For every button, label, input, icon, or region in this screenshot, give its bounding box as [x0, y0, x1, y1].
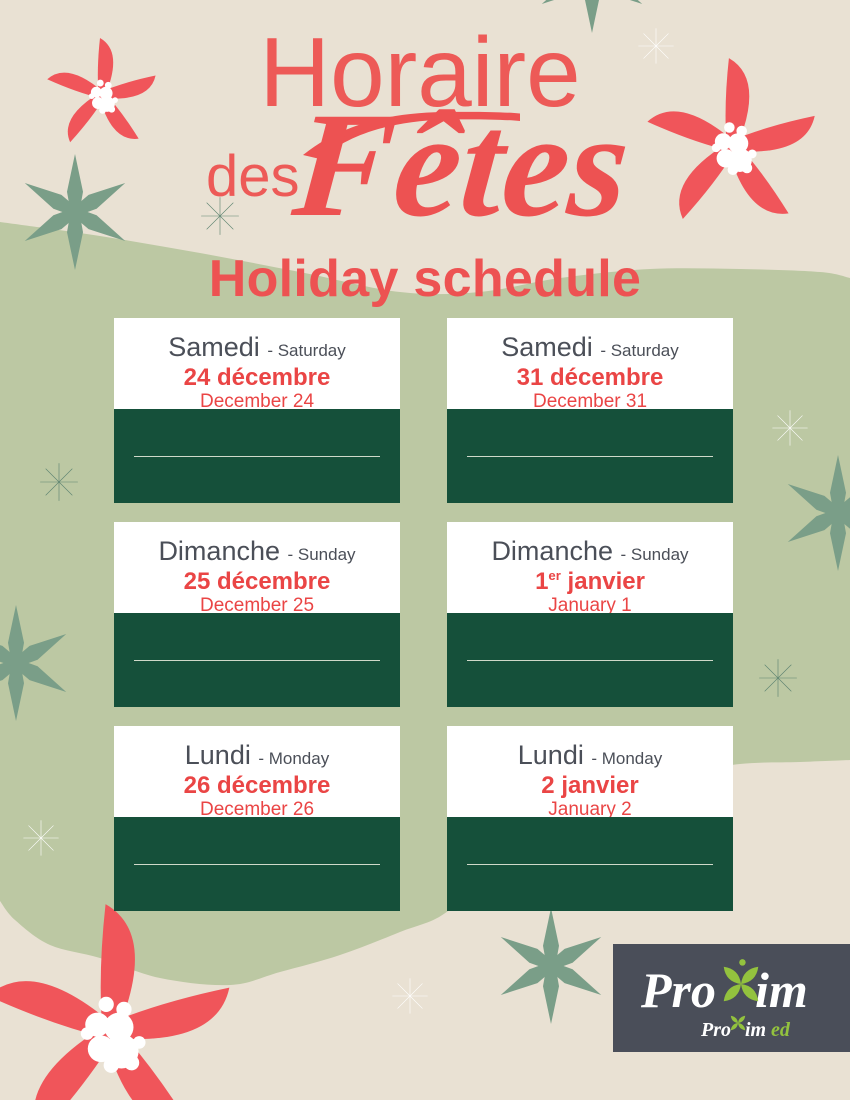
svg-text:Pro: Pro: [640, 962, 716, 1018]
svg-text:Pro: Pro: [700, 1019, 731, 1041]
svg-text:im: im: [755, 962, 808, 1018]
svg-text:ed: ed: [771, 1019, 791, 1041]
svg-text:im: im: [745, 1019, 766, 1041]
